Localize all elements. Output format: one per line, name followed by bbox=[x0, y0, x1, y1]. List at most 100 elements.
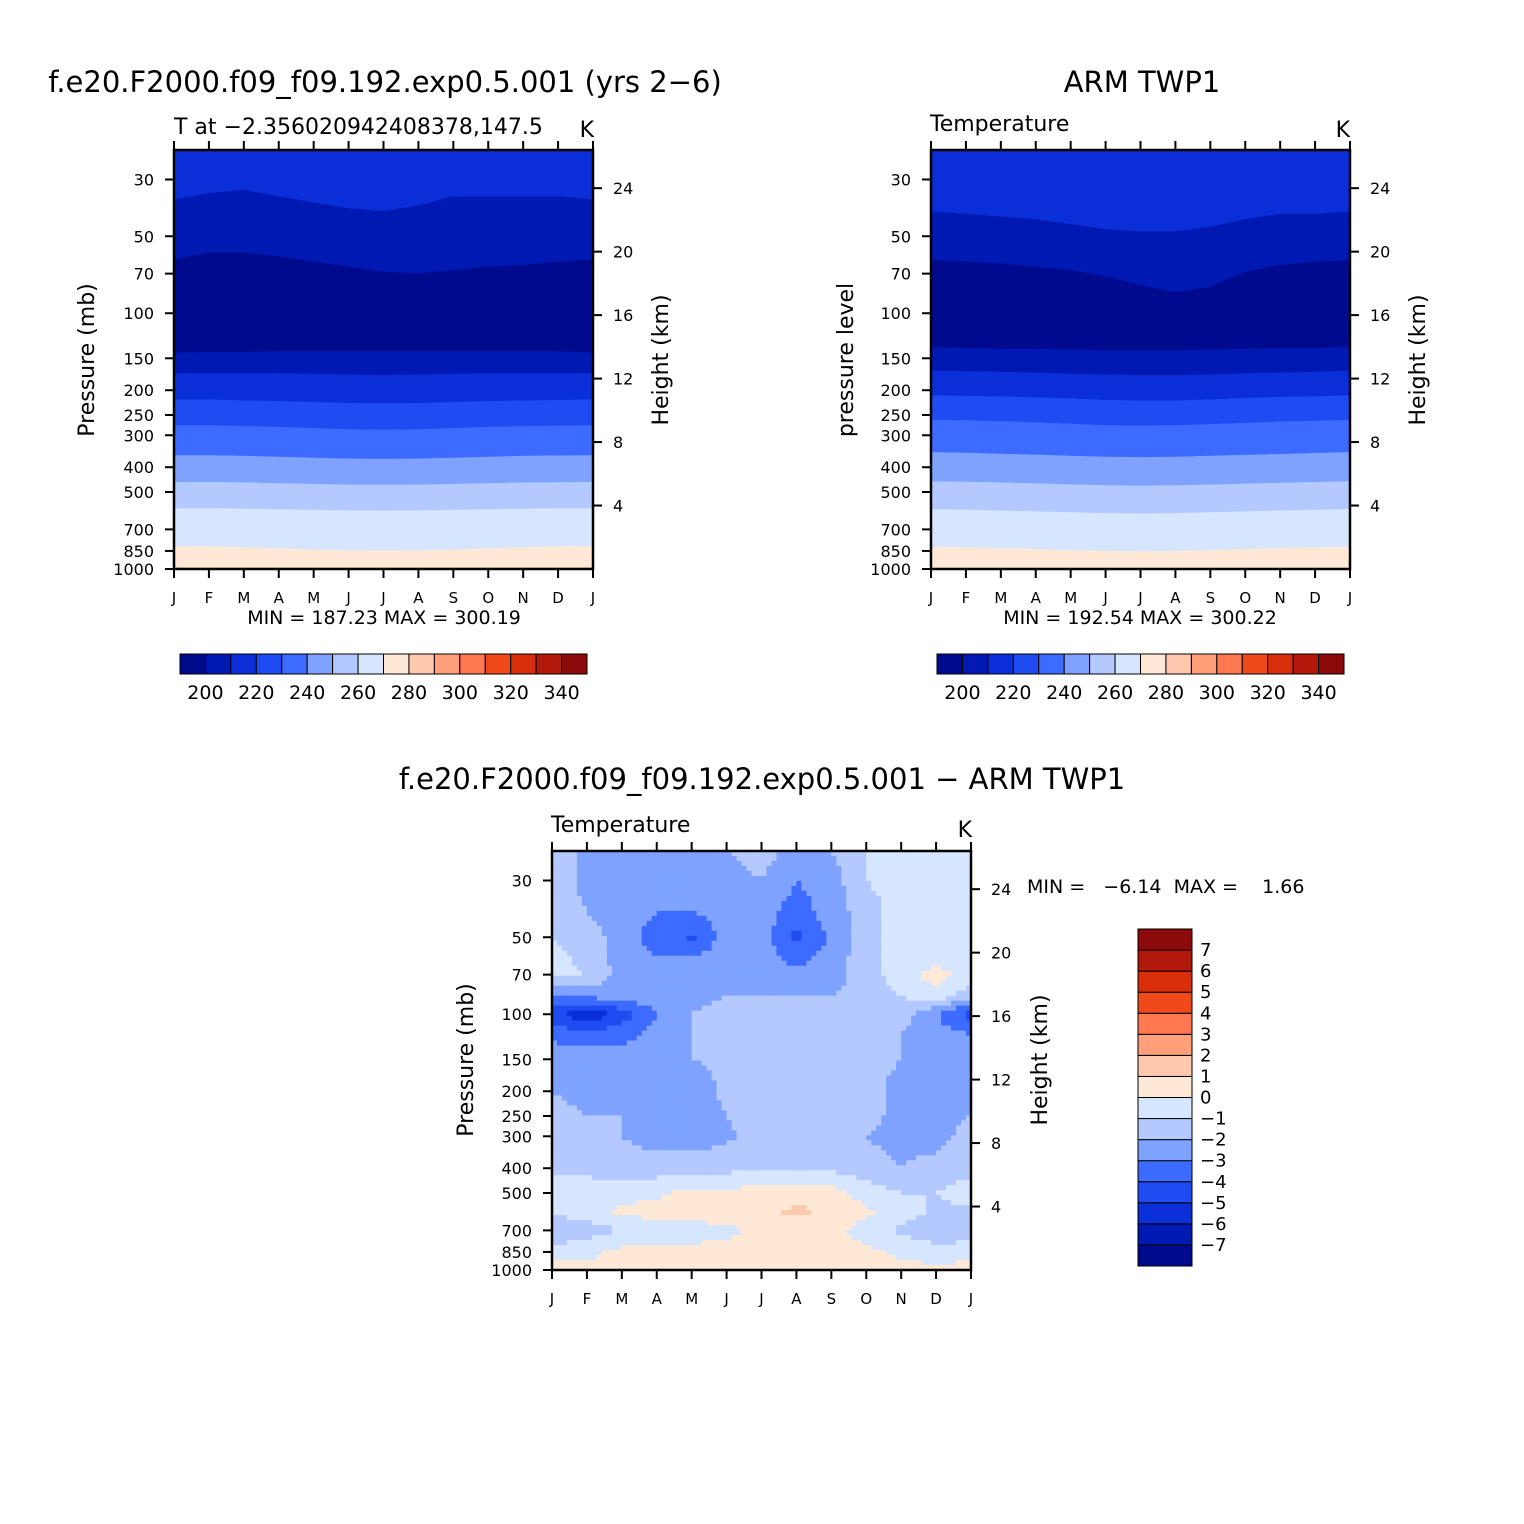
contour-cell bbox=[801, 930, 807, 937]
contour-cell bbox=[771, 910, 778, 917]
contour-cell bbox=[906, 1120, 912, 1126]
contour-cell bbox=[651, 975, 658, 982]
contour-cell bbox=[906, 925, 912, 932]
contour-cell bbox=[621, 905, 628, 912]
contour-cell bbox=[846, 1010, 852, 1017]
contour-cell bbox=[656, 995, 663, 1002]
contour-cell bbox=[746, 1025, 753, 1032]
contour-cell bbox=[731, 1025, 738, 1032]
contour-cell bbox=[931, 1005, 937, 1012]
contour-cell bbox=[771, 1015, 778, 1022]
contour-cell bbox=[761, 1045, 768, 1052]
x-tick-label: J bbox=[1347, 589, 1352, 607]
contour-cell bbox=[861, 940, 867, 947]
contour-cell bbox=[731, 1020, 738, 1027]
contour-cell bbox=[681, 860, 688, 867]
contour-cell bbox=[686, 880, 693, 887]
contour-cell bbox=[611, 895, 618, 902]
height-tick-label: 20 bbox=[1370, 243, 1390, 262]
contour-cell bbox=[621, 990, 628, 997]
contour-cell bbox=[826, 1085, 832, 1092]
contour-cell bbox=[876, 1030, 882, 1037]
contour-cell bbox=[581, 1025, 588, 1032]
contour-cell bbox=[811, 990, 817, 997]
contour-cell bbox=[891, 1105, 897, 1111]
contour-cell bbox=[591, 1080, 598, 1087]
contour-cell bbox=[566, 1045, 573, 1052]
contour-cell bbox=[891, 1035, 897, 1042]
contour-cell bbox=[841, 860, 847, 867]
contour-cell bbox=[861, 910, 867, 917]
contour-cell bbox=[861, 1120, 867, 1126]
contour-cell bbox=[651, 905, 658, 912]
contour-cell bbox=[721, 880, 728, 887]
contour-cell bbox=[811, 875, 817, 882]
contour-cell bbox=[891, 1095, 897, 1102]
contour-cell bbox=[836, 930, 842, 937]
contour-cell bbox=[701, 975, 708, 982]
contour-cell bbox=[566, 895, 573, 902]
contour-cell bbox=[771, 1045, 778, 1052]
contour-cell bbox=[806, 970, 812, 977]
contour-cell bbox=[571, 935, 578, 942]
contour-cell bbox=[686, 1095, 693, 1102]
contour-cell bbox=[671, 930, 678, 937]
contour-cell bbox=[821, 1050, 827, 1057]
contour-cell bbox=[726, 1010, 733, 1017]
contour-cell bbox=[841, 1085, 847, 1092]
contour-cell bbox=[581, 1055, 588, 1062]
contour-cell bbox=[831, 1045, 837, 1052]
contour-cell bbox=[816, 855, 822, 862]
contour-cell bbox=[941, 905, 947, 912]
contour-cell bbox=[836, 1095, 842, 1102]
contour-cell bbox=[626, 940, 633, 947]
contour-cell bbox=[851, 920, 857, 927]
contour-cell bbox=[856, 1000, 862, 1007]
contour-cell bbox=[881, 1125, 887, 1131]
contour-cell bbox=[926, 915, 932, 922]
contour-cell bbox=[671, 1110, 678, 1116]
contour-cell bbox=[901, 1025, 907, 1032]
contour-cell bbox=[806, 895, 812, 902]
contour-cell bbox=[561, 975, 568, 982]
contour-cell bbox=[616, 885, 623, 892]
contour-cell bbox=[891, 1015, 897, 1022]
contour-cell bbox=[941, 860, 947, 867]
contour-cell bbox=[696, 1085, 703, 1092]
contour-cell bbox=[856, 930, 862, 937]
contour-cell bbox=[736, 1075, 743, 1082]
contour-cell bbox=[561, 900, 568, 907]
contour-cell bbox=[601, 1065, 608, 1072]
contour-cell bbox=[926, 865, 932, 872]
contour-cell bbox=[891, 995, 897, 1002]
contour-cell bbox=[666, 1005, 673, 1012]
contour-cell bbox=[611, 1100, 618, 1106]
contour-cell bbox=[776, 1080, 783, 1087]
contour-cell bbox=[596, 1120, 603, 1126]
contour-cell bbox=[571, 1055, 578, 1062]
contour-cell bbox=[656, 880, 663, 887]
contour-cell bbox=[671, 910, 678, 917]
contour-cell bbox=[701, 910, 708, 917]
contour-cell bbox=[566, 1025, 573, 1032]
panel-model: f.e20.F2000.f09_f09.192.exp0.5.001 (yrs … bbox=[48, 65, 722, 704]
contour-cell bbox=[561, 915, 568, 922]
panel-title: ARM TWP1 bbox=[1064, 65, 1221, 99]
contour-cell bbox=[776, 1020, 783, 1027]
contour-cell bbox=[966, 1090, 971, 1097]
contour-cell bbox=[856, 1010, 862, 1017]
contour-cell bbox=[711, 1125, 718, 1131]
contour-cell bbox=[681, 955, 688, 962]
contour-cell bbox=[626, 1100, 633, 1106]
contour-cell bbox=[686, 1115, 693, 1121]
colorbar-swatch bbox=[281, 653, 308, 675]
contour-cell bbox=[866, 930, 872, 937]
contour-cell bbox=[596, 860, 603, 867]
contour-cell bbox=[831, 910, 837, 917]
contour-cell bbox=[636, 865, 643, 872]
contour-cell bbox=[951, 990, 957, 997]
contour-cell bbox=[556, 855, 563, 862]
contour-cell bbox=[866, 1070, 872, 1077]
contour-cell bbox=[811, 930, 817, 937]
contour-cell bbox=[681, 915, 688, 922]
